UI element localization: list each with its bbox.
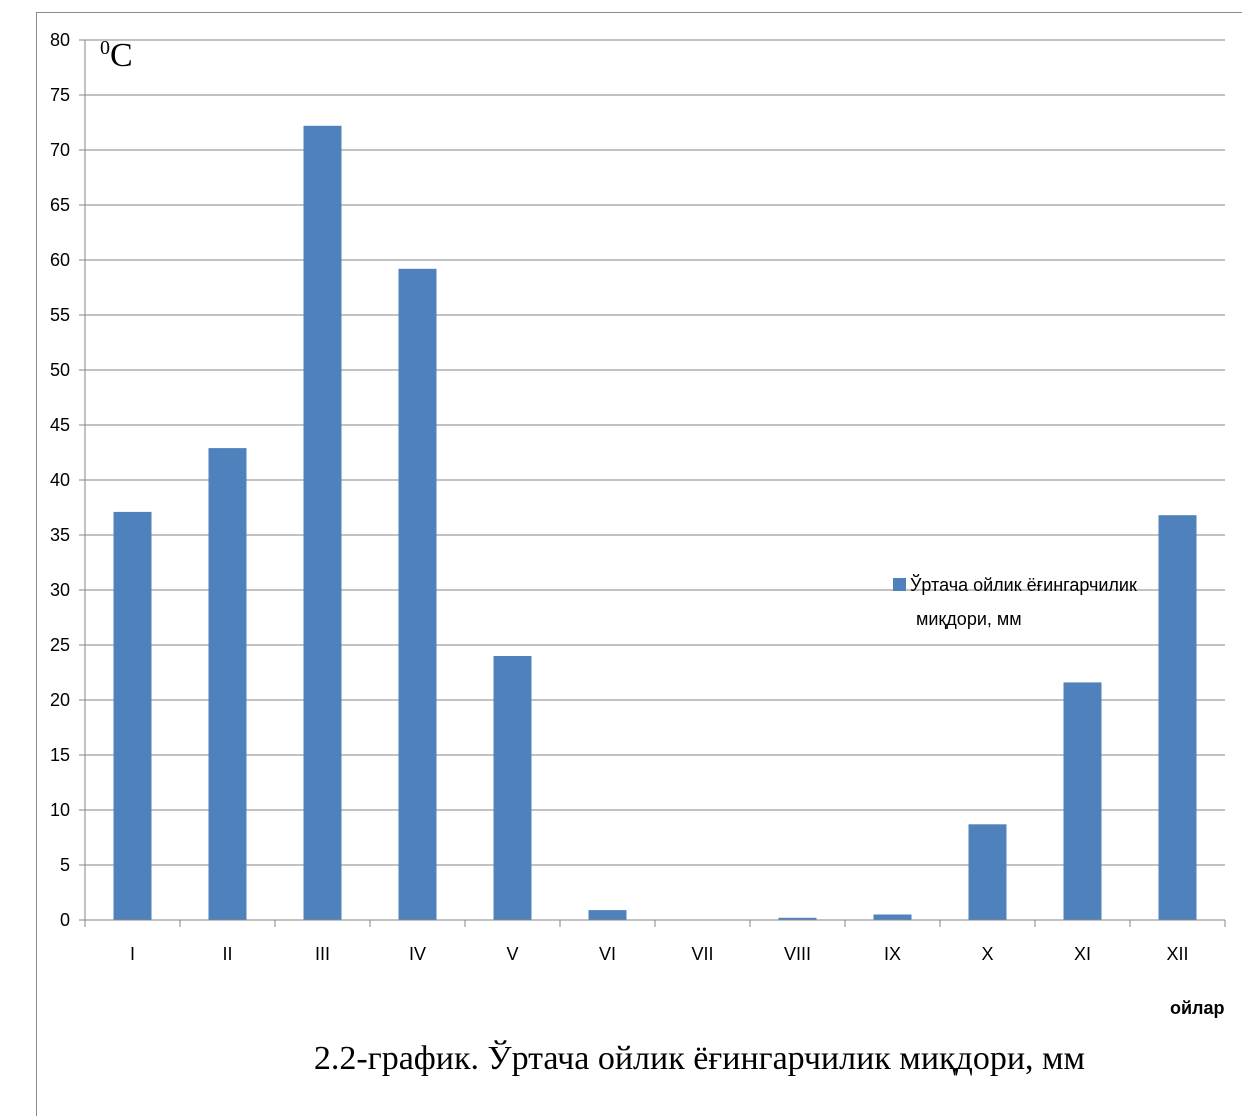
y-tick-label: 75 (50, 85, 70, 105)
y-tick-label: 60 (50, 250, 70, 270)
bar-VI (588, 910, 627, 920)
chart-caption: 2.2-график. Ўртача ойлик ёғингарчилик ми… (0, 1040, 1243, 1078)
y-axis-unit-label: 0C (100, 37, 133, 74)
y-tick-labels: 0 5 10 15 20 25 30 35 40 45 50 55 60 65 70 75 80 (50, 30, 70, 930)
y-tick-label: 5 (60, 855, 70, 875)
bar-XII (1158, 515, 1197, 920)
y-tick-label: 45 (50, 415, 70, 435)
y-tick-label: 55 (50, 305, 70, 325)
chart-frame (36, 12, 1242, 1116)
bar-II (208, 448, 247, 920)
y-tick-label: 0 (60, 910, 70, 930)
bar-XI (1063, 682, 1102, 920)
y-tick-label: 40 (50, 470, 70, 490)
y-tick-label: 20 (50, 690, 70, 710)
y-axis-unit-base: C (110, 37, 133, 74)
bar-III (303, 125, 342, 921)
legend-label-line1: Ўртача ойлик ёғингарчилик (910, 574, 1137, 595)
x-tick-labels: I II III IV V VI VII VIII IX X XI XII (130, 944, 1189, 964)
x-tick-label: VI (599, 944, 616, 964)
legend-label-line2: миқдори, мм (916, 609, 1022, 629)
x-tick-label: II (222, 944, 232, 964)
bar-X (968, 824, 1007, 920)
bar-V (493, 656, 532, 920)
x-tick-label: V (506, 944, 518, 964)
y-tick-label: 80 (50, 30, 70, 50)
y-axis-unit-superscript: 0 (100, 37, 110, 59)
y-tick-label: 30 (50, 580, 70, 600)
legend-swatch (893, 578, 906, 591)
y-tick-label: 15 (50, 745, 70, 765)
y-tick-label: 70 (50, 140, 70, 160)
x-tick-label: IX (884, 944, 901, 964)
y-tick-label: 35 (50, 525, 70, 545)
x-tick-label: X (981, 944, 993, 964)
x-tick-label: I (130, 944, 135, 964)
bar-VIII (778, 917, 817, 920)
x-axis-title: ойлар (1170, 998, 1225, 1018)
axes (79, 39, 1226, 927)
x-tick-label: XII (1166, 944, 1188, 964)
x-tick-label: VIII (784, 944, 811, 964)
legend: Ўртача ойлик ёғингарчилик миқдори, мм (893, 574, 1137, 629)
bar-I (113, 511, 152, 920)
bar-IV (398, 268, 437, 920)
x-tick-label: XI (1074, 944, 1091, 964)
x-tick-label: VII (691, 944, 713, 964)
bars (113, 125, 1197, 921)
y-tick-label: 10 (50, 800, 70, 820)
y-tick-label: 65 (50, 195, 70, 215)
y-tick-label: 50 (50, 360, 70, 380)
gridlines (85, 39, 1225, 866)
y-tick-label: 25 (50, 635, 70, 655)
bar-IX (873, 914, 912, 920)
x-tick-label: III (315, 944, 330, 964)
x-tick-label: IV (409, 944, 426, 964)
chart-caption-text: 2.2-график. Ўртача ойлик ёғингарчилик ми… (313, 1040, 1086, 1077)
